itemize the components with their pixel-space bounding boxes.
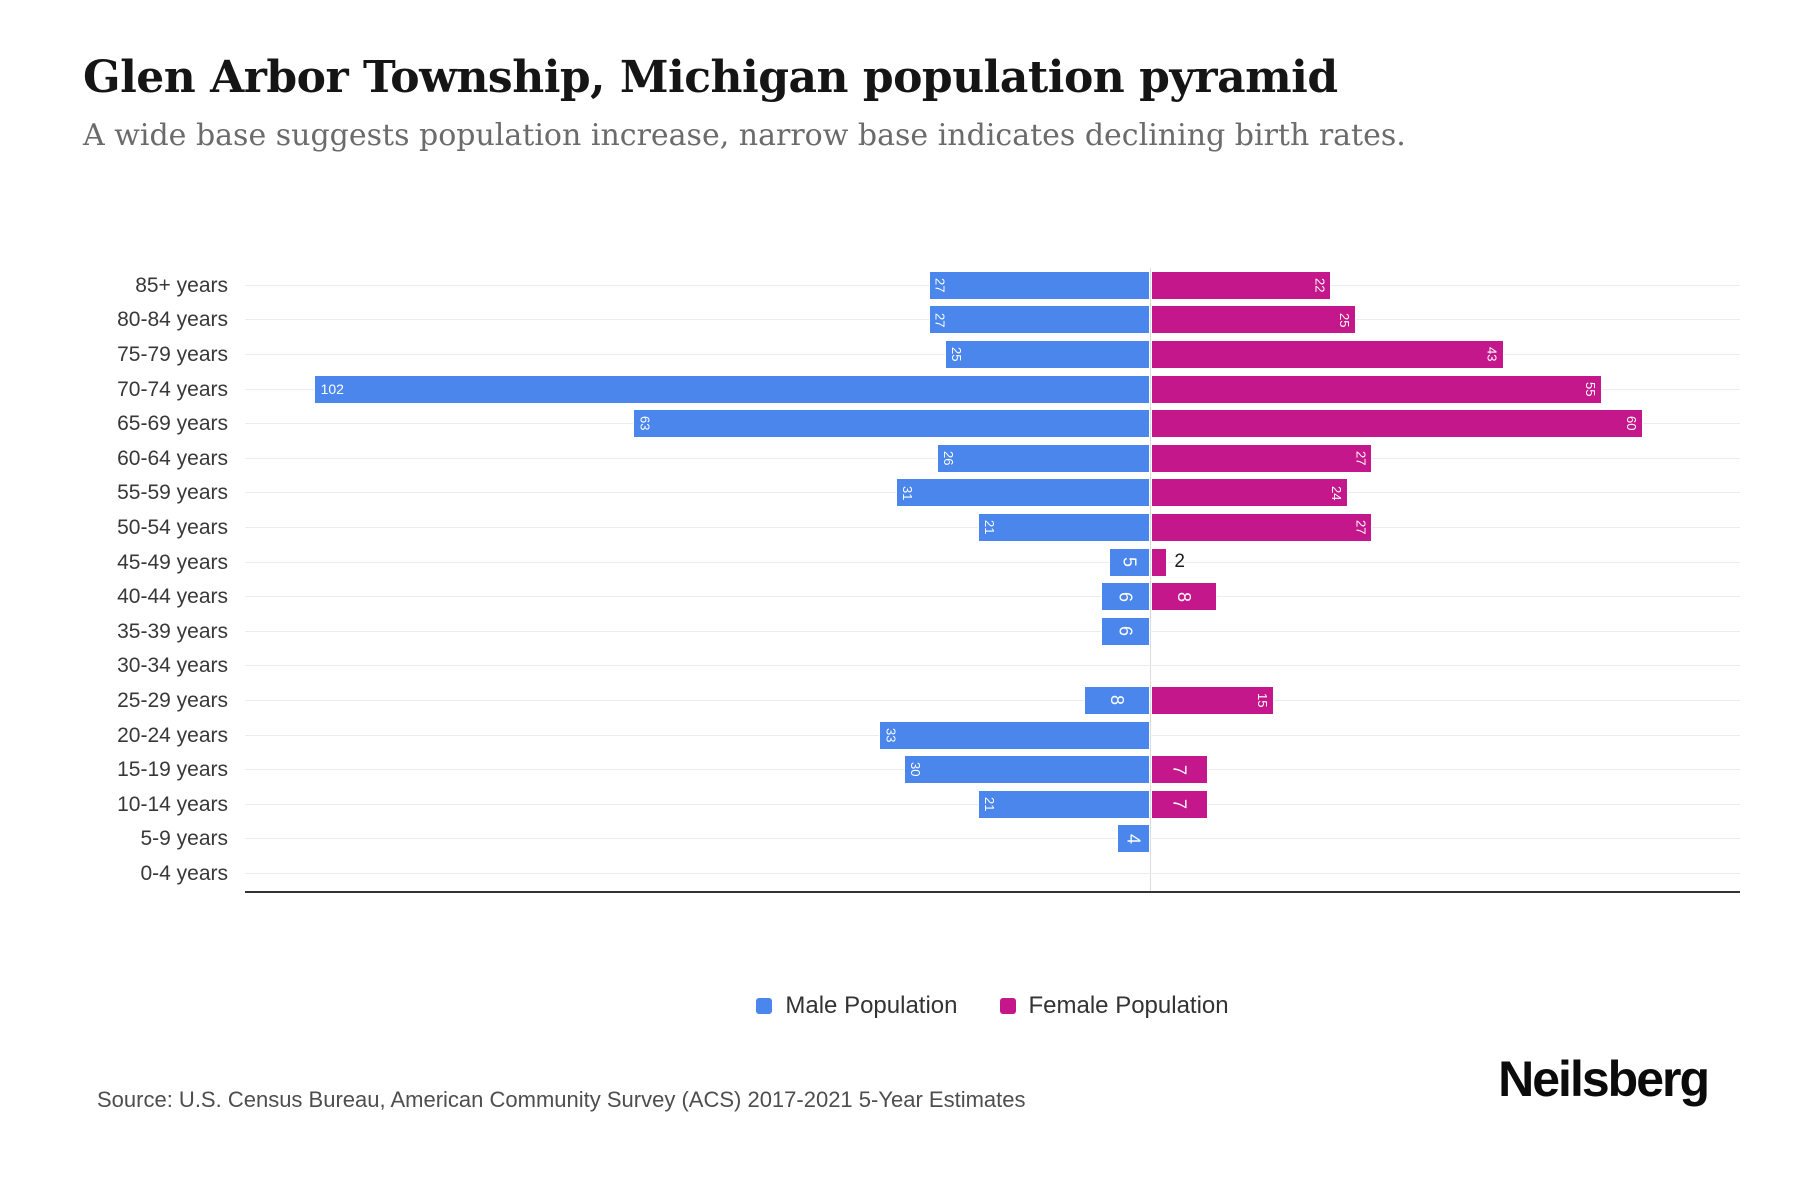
male-bar[interactable]: 63 xyxy=(633,409,1150,439)
bar-value-label: 25 xyxy=(949,347,964,362)
male-bar[interactable]: 6 xyxy=(1100,616,1150,646)
female-bar[interactable]: 43 xyxy=(1151,340,1504,369)
age-group-label: 80-84 years xyxy=(117,308,228,332)
bar-value-label: 6 xyxy=(1115,626,1136,637)
gridline xyxy=(245,665,1740,667)
age-group-label: 35-39 years xyxy=(117,619,228,643)
female-series-swatch-icon xyxy=(999,998,1016,1014)
bar-value-label: 43 xyxy=(1484,347,1500,362)
chart-subtitle: A wide base suggests population increase… xyxy=(83,118,1406,153)
bar-value-label: 55 xyxy=(1583,381,1598,397)
age-group-label: 10-14 years xyxy=(117,792,228,816)
age-group-label: 15-19 years xyxy=(117,758,228,782)
legend-item-female[interactable]: Female Population xyxy=(999,992,1229,1020)
age-group-label: 55-59 years xyxy=(117,481,228,505)
age-group-label: 40-44 years xyxy=(117,585,228,609)
bar-value-label: 60 xyxy=(1624,416,1639,431)
legend-label-female: Female Population xyxy=(1028,992,1229,1019)
female-bar[interactable]: 27 xyxy=(1151,443,1373,473)
female-bar[interactable]: 7 xyxy=(1151,755,1209,785)
bar-value-label: 27 xyxy=(1353,451,1369,466)
male-bar[interactable]: 21 xyxy=(977,513,1150,542)
male-bar[interactable]: 27 xyxy=(928,305,1150,335)
bar-value-label: 30 xyxy=(908,762,923,777)
bar-value-label: 6 xyxy=(1115,591,1136,602)
female-bar[interactable]: 60 xyxy=(1151,409,1643,439)
bar-value-label: 27 xyxy=(932,278,948,293)
age-group-label: 65-69 years xyxy=(117,412,228,436)
age-group-label: 25-29 years xyxy=(117,689,228,712)
gridline xyxy=(245,838,1740,840)
age-group-label: 20-24 years xyxy=(117,723,228,747)
bar-value-label: 7 xyxy=(1169,764,1190,775)
female-bar[interactable]: 2 xyxy=(1151,547,1185,577)
age-group-label: 30-34 years xyxy=(117,654,228,678)
bar-value-label: 2 xyxy=(1174,551,1185,573)
bar-value-label: 5 xyxy=(1119,557,1140,568)
bar-value-label: 33 xyxy=(883,727,899,743)
male-bar[interactable]: 5 xyxy=(1109,547,1150,577)
female-bar[interactable]: 24 xyxy=(1151,478,1348,508)
bar-value-label: 24 xyxy=(1328,485,1344,501)
bar-value-label: 27 xyxy=(1353,520,1369,535)
female-bar[interactable]: 7 xyxy=(1151,789,1209,819)
legend-label-male: Male Population xyxy=(785,992,958,1019)
bar-value-label: 4 xyxy=(1123,833,1144,844)
source-attribution: Source: U.S. Census Bureau, American Com… xyxy=(97,1087,1026,1112)
male-series-swatch-icon xyxy=(756,998,773,1014)
male-bar[interactable]: 102 xyxy=(313,374,1150,404)
bar-value-label: 8 xyxy=(1173,591,1194,602)
bar-value-label: 7 xyxy=(1169,799,1190,810)
female-bar[interactable]: 27 xyxy=(1151,513,1373,542)
age-group-label: 0-4 years xyxy=(140,862,228,885)
neilsberg-logo: Neilsberg xyxy=(1498,1051,1710,1107)
bar-value-label: 15 xyxy=(1255,693,1270,708)
male-bar[interactable]: 31 xyxy=(895,478,1150,508)
male-bar[interactable]: 6 xyxy=(1100,582,1150,612)
male-bar[interactable]: 4 xyxy=(1117,824,1150,854)
bar-value-label: 25 xyxy=(1337,312,1352,328)
bar-value-label: 26 xyxy=(940,451,956,466)
male-bar[interactable]: 30 xyxy=(904,755,1150,785)
plot-center-line xyxy=(1150,268,1151,891)
age-group-label: 50-54 years xyxy=(117,516,228,539)
chart-title: Glen Arbor Township, Michigan population… xyxy=(83,52,1338,103)
bar-value-label: 8 xyxy=(1107,695,1128,706)
bar-value-label: 102 xyxy=(320,381,344,398)
age-group-label: 70-74 years xyxy=(117,377,228,401)
female-bar[interactable]: 8 xyxy=(1151,582,1217,612)
age-group-label: 5-9 years xyxy=(140,827,228,851)
bar-value-label: 21 xyxy=(981,797,997,812)
bar-value-label: 63 xyxy=(637,416,653,431)
bar-value-label: 27 xyxy=(932,312,948,328)
male-bar[interactable]: 27 xyxy=(928,270,1150,300)
x-axis-line xyxy=(245,891,1740,893)
gridline xyxy=(245,596,1740,598)
male-bar[interactable]: 8 xyxy=(1084,686,1150,715)
male-bar[interactable]: 25 xyxy=(945,340,1150,369)
female-bar[interactable]: 25 xyxy=(1151,305,1356,335)
male-bar[interactable]: 21 xyxy=(977,789,1150,819)
bar-value-label: 21 xyxy=(981,520,997,535)
age-group-label: 85+ years xyxy=(135,273,228,297)
legend-item-male[interactable]: Male Population xyxy=(756,992,958,1020)
male-bar[interactable]: 33 xyxy=(879,720,1150,750)
gridline xyxy=(245,700,1740,701)
age-group-label: 75-79 years xyxy=(117,343,228,366)
female-bar[interactable]: 55 xyxy=(1151,374,1602,404)
gridline xyxy=(245,630,1740,632)
legend: Male Population Female Population xyxy=(245,992,1740,1020)
gridline xyxy=(245,561,1740,563)
gridline xyxy=(245,873,1740,874)
age-group-label: 45-49 years xyxy=(117,550,228,574)
female-bar[interactable]: 22 xyxy=(1151,270,1332,300)
bar-value-label: 31 xyxy=(899,485,915,501)
bar-value-label: 22 xyxy=(1312,278,1328,293)
age-group-label: 60-64 years xyxy=(117,446,228,470)
male-bar[interactable]: 26 xyxy=(936,443,1150,473)
female-bar[interactable]: 15 xyxy=(1151,686,1274,715)
